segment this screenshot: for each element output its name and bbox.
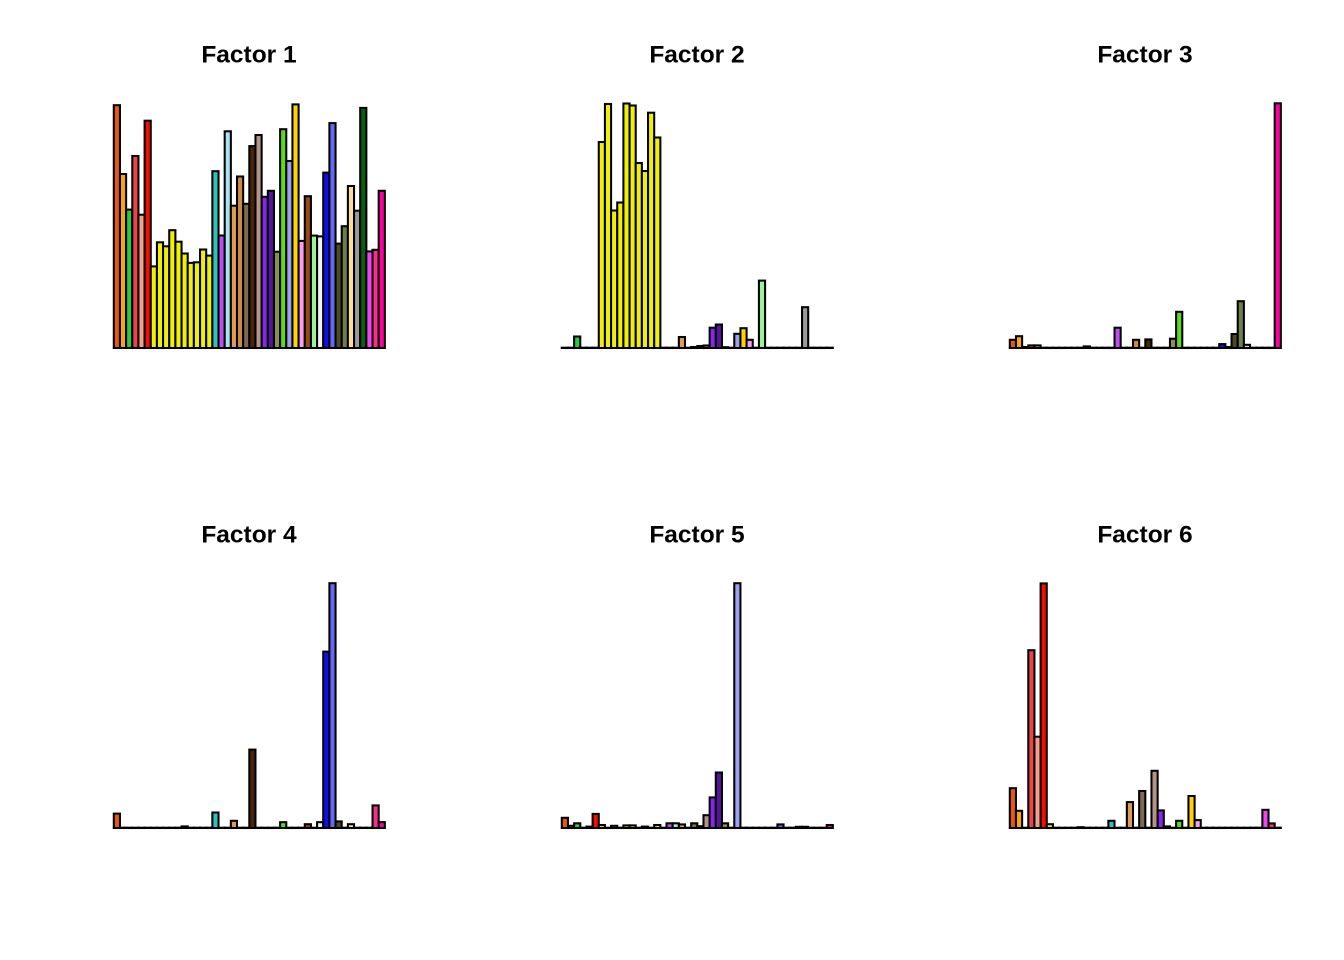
- svg-text:Factor 1: Factor 1: [201, 41, 296, 68]
- svg-text:Factor 5: Factor 5: [649, 521, 744, 548]
- svg-text:Factor 3: Factor 3: [1097, 41, 1192, 68]
- svg-text:Factor 4: Factor 4: [201, 521, 297, 548]
- svg-text:Factor 2: Factor 2: [649, 41, 744, 68]
- svg-text:Factor 6: Factor 6: [1097, 521, 1192, 548]
